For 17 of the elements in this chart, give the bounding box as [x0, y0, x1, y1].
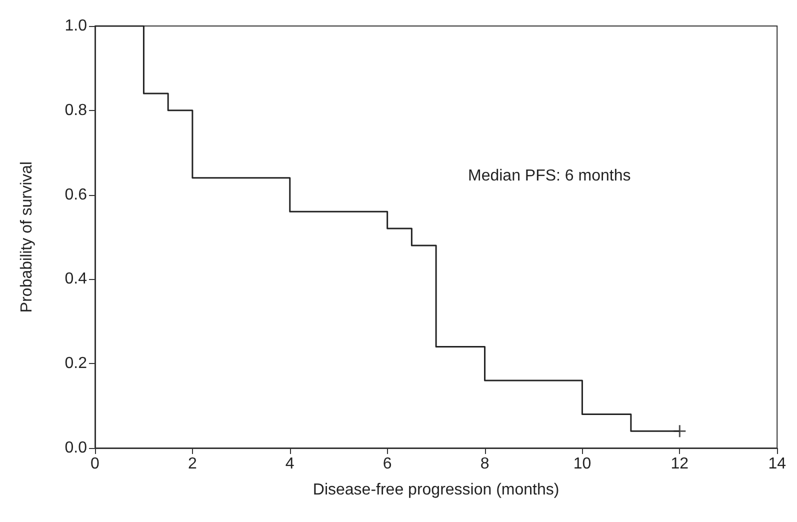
y-tick-label: 0.0 [64, 440, 88, 456]
x-tick-label: 10 [573, 456, 592, 472]
y-tick-label: 0.8 [64, 102, 88, 119]
y-tick-label: 0.2 [64, 355, 88, 372]
y-tick-label: 0.4 [64, 270, 88, 288]
x-axis-title: Disease-free progression (months) [312, 482, 560, 498]
x-tick-label: 8 [480, 456, 490, 472]
x-tick-label: 14 [768, 456, 786, 472]
y-axis-title: Probability of survival [18, 161, 36, 313]
x-tick-label: 4 [285, 456, 294, 472]
x-tick-label: 2 [188, 456, 197, 472]
x-tick-label: 6 [382, 456, 392, 472]
y-tick-label: 1.0 [64, 18, 88, 34]
x-tick-label: 12 [670, 456, 689, 472]
y-tick-label: 0.6 [64, 186, 88, 204]
annotation: Median PFS: 6 months [468, 168, 631, 184]
x-tick-label: 0 [90, 456, 100, 472]
